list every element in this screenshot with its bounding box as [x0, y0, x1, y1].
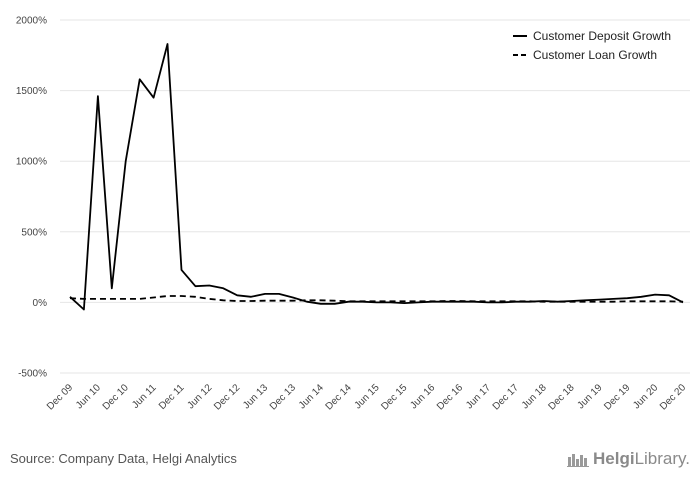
x-tick-label: Jun 18 [520, 382, 549, 411]
x-tick-label: Dec 18 [546, 382, 576, 412]
x-tick-label: Dec 19 [602, 382, 632, 412]
x-tick-label: Dec 11 [157, 382, 187, 412]
x-tick-label: Jun 11 [130, 382, 159, 411]
x-tick-label: Jun 15 [353, 382, 382, 411]
y-tick-label: 1500% [16, 86, 47, 97]
buildings-icon [567, 454, 589, 467]
legend-label: Customer Deposit Growth [533, 29, 671, 43]
x-tick-label: Dec 15 [379, 382, 409, 412]
deposit-growth-line [69, 43, 684, 311]
y-tick-label: 1000% [16, 157, 47, 168]
x-tick-label: Dec 10 [101, 382, 131, 412]
x-tick-label: Jun 19 [576, 382, 605, 411]
y-tick-label: 0% [33, 298, 48, 309]
x-tick-label: Dec 17 [491, 382, 521, 412]
x-tick-label: Jun 20 [631, 382, 660, 411]
x-tick-label: Dec 16 [435, 382, 465, 412]
x-tick-label: Dec 20 [658, 382, 688, 412]
legend: Customer Deposit Growth Customer Loan Gro… [513, 29, 671, 62]
y-axis-ticks: -500% 0% 500% 1000% 1500% 2000% [16, 16, 47, 380]
x-tick-label: Dec 13 [268, 382, 298, 412]
legend-label: Customer Loan Growth [533, 48, 657, 62]
y-tick-label: 2000% [16, 16, 47, 27]
x-tick-label: Jun 13 [241, 382, 270, 411]
x-tick-label: Dec 14 [324, 382, 354, 412]
grid-lines [60, 19, 690, 374]
x-tick-label: Dec 09 [45, 382, 75, 412]
y-tick-label: 500% [21, 227, 47, 238]
series-lines [69, 43, 684, 311]
x-tick-label: Dec 12 [212, 382, 242, 412]
logo-text-helgi: Helgi [593, 449, 635, 468]
x-tick-label: Jun 17 [464, 382, 493, 411]
x-tick-label: Jun 10 [74, 382, 103, 411]
source-note: Source: Company Data, Helgi Analytics [10, 451, 237, 466]
helgi-library-logo: HelgiLibrary. [567, 449, 690, 469]
logo-text-library: Library. [634, 449, 690, 468]
x-tick-label: Jun 12 [185, 382, 214, 411]
loan-growth-line [69, 295, 684, 303]
x-tick-label: Jun 16 [408, 382, 437, 411]
x-tick-label: Jun 14 [297, 382, 326, 411]
y-tick-label: -500% [18, 369, 47, 380]
